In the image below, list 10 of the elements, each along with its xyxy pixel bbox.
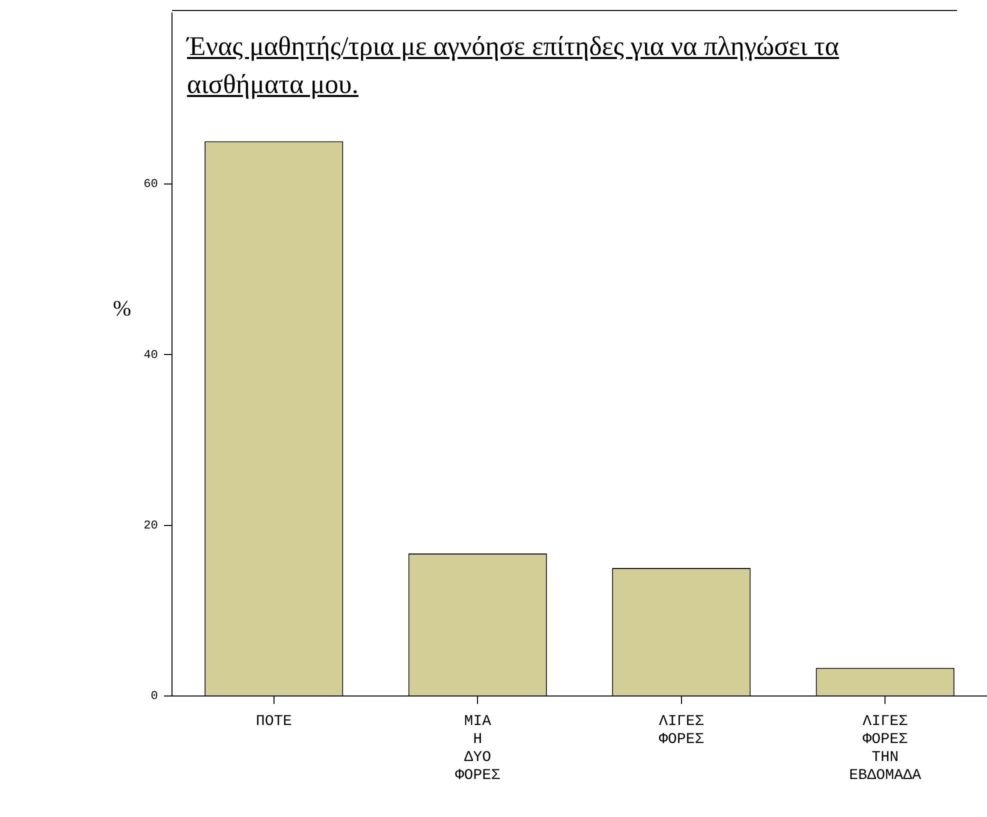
y-tick-label: 40 [144,348,158,362]
y-tick-label: 60 [144,177,158,192]
x-tick-label: ΛΙΓΕΣ ΦΟΡΕΣ ΤΗΝ ΕΒΔΟΜΑΔΑ [849,712,922,784]
x-tick-label: ΠΟΤΕ [256,712,292,730]
text: Ένας μαθητής/τρια με αγνόησε επίτηδες για να πληγώσει τα αισθήματα μου. [172,10,957,103]
x-tick-label: ΛΙΓΕΣ ΦΟΡΕΣ [658,712,704,748]
x-tick-label: ΜΙΑ Η ΔΥΟ ΦΟΡΕΣ [455,712,500,784]
y-tick-label: 20 [144,518,158,532]
y-tick-label: 0 [150,689,158,704]
y-axis-title: % [112,295,132,320]
